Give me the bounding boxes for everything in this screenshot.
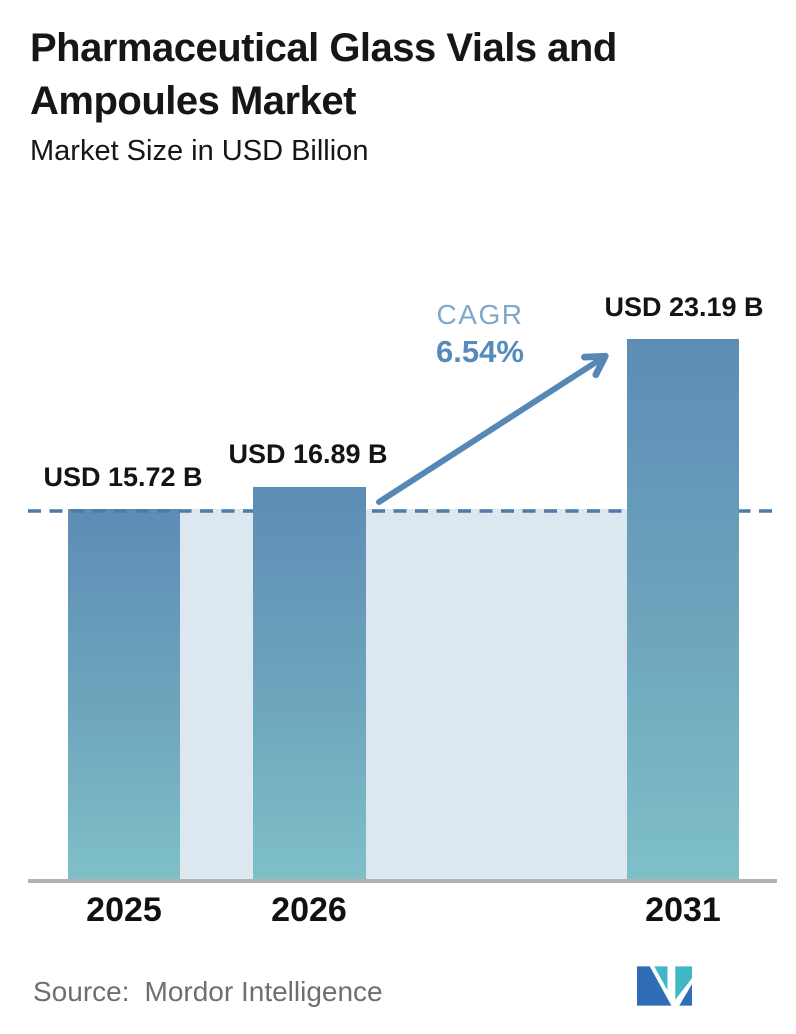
- page-title-line2: Ampoules Market: [30, 79, 356, 123]
- mordor-intelligence-logo: [637, 966, 693, 1006]
- source-label: Source:: [33, 976, 130, 1007]
- page-title: Pharmaceutical Glass Vials and Ampoules …: [30, 22, 690, 128]
- bar-value-label-2031: USD 23.19 B: [604, 292, 764, 322]
- bar-2025: [68, 509, 180, 881]
- cagr-value: 6.54%: [436, 334, 524, 369]
- x-tick-2026: 2026: [271, 891, 347, 929]
- bar-2031: [627, 339, 739, 881]
- bar-value-label-2026: USD 16.89 B: [228, 439, 388, 469]
- source-attribution: Source: Mordor Intelligence: [33, 976, 383, 1008]
- bar-2026: [253, 487, 366, 881]
- x-axis-line: [28, 879, 777, 883]
- x-tick-2025: 2025: [86, 891, 162, 929]
- x-tick-2031: 2031: [645, 891, 721, 929]
- source-value: Mordor Intelligence: [144, 976, 383, 1007]
- cagr-label: CAGR: [436, 299, 524, 330]
- bar-value-label-2025: USD 15.72 B: [43, 462, 203, 492]
- page-title-line1: Pharmaceutical Glass Vials and: [30, 26, 617, 70]
- page-subtitle: Market Size in USD Billion: [30, 135, 369, 167]
